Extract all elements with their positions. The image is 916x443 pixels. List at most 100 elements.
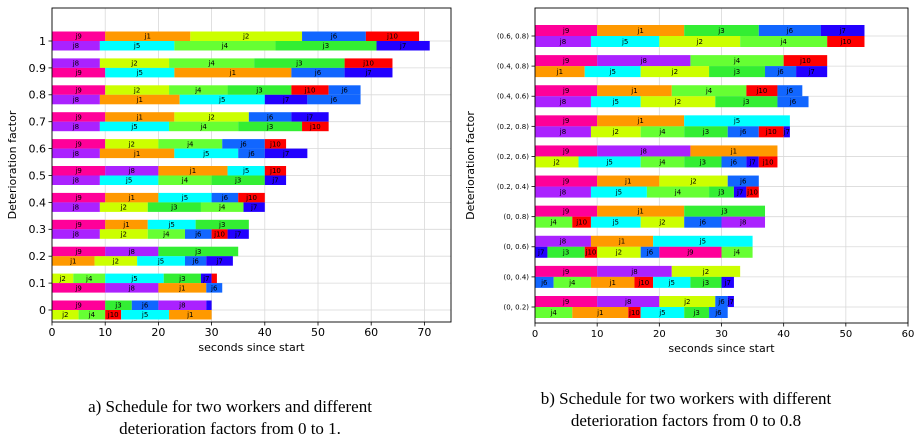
bar-j9	[535, 115, 598, 127]
bar-label-j6: j6	[330, 96, 338, 104]
bar-label-j4: j4	[85, 275, 93, 283]
bar-label-j8: j8	[72, 60, 79, 68]
bar-j1	[105, 219, 148, 230]
bar-label-j10: j10	[799, 57, 811, 65]
bar-label-j3: j3	[255, 86, 262, 94]
bar-j2	[99, 202, 148, 212]
bar-j6	[185, 229, 212, 239]
bar-j6	[709, 307, 728, 318]
y-tick-label: (0, 0.8)	[504, 213, 530, 221]
bar-j3	[227, 85, 292, 95]
bar-j6	[640, 246, 660, 258]
bar-j1	[158, 166, 228, 176]
bar-j3	[709, 186, 734, 198]
bar-j6	[248, 112, 292, 122]
bar-label-j1: j1	[136, 113, 143, 121]
bar-label-j4: j4	[549, 309, 557, 317]
y-tick-label: 0.4	[29, 196, 47, 209]
bar-j10	[783, 55, 828, 67]
bar-label-j8: j8	[72, 42, 79, 50]
bar-label-j3: j3	[218, 221, 225, 229]
bar-j10	[365, 31, 420, 41]
x-tick-label: 70	[417, 326, 431, 339]
bar-j5	[105, 273, 164, 284]
bar-j8	[535, 186, 591, 198]
x-tick-label: 0	[49, 326, 56, 339]
bar-label-j10: j10	[839, 38, 851, 46]
bar-j9	[52, 112, 106, 122]
bar-label-j2: j2	[702, 268, 709, 276]
bar-j8	[105, 166, 159, 176]
bar-j9	[535, 145, 598, 157]
bar-j5	[179, 94, 265, 105]
bar-j5	[158, 192, 212, 203]
bar-label-j1: j1	[630, 87, 637, 95]
bar-label-j6: j6	[540, 279, 548, 287]
bar-j2	[99, 58, 170, 68]
bar-label-j5: j5	[167, 221, 174, 229]
bar-j4	[740, 36, 828, 47]
bar-j10	[291, 85, 329, 95]
bar-j2	[174, 112, 249, 122]
bar-j8	[535, 235, 591, 247]
bar-j7	[727, 296, 734, 307]
bar-label-j5: j5	[668, 279, 675, 287]
bar-label-j7: j7	[839, 27, 846, 35]
bar-label-j1: j1	[178, 284, 185, 292]
bar-j2	[640, 216, 685, 228]
y-tick-label: 0.2	[29, 250, 47, 263]
bar-label-j4: j4	[779, 38, 787, 46]
bar-label-j5: j5	[130, 275, 137, 283]
bar-label-j6: j6	[314, 69, 322, 77]
bar-j5	[121, 310, 170, 320]
bar-label-j8: j8	[72, 150, 79, 158]
bar-j8	[52, 94, 100, 105]
bar-label-j9: j9	[562, 147, 569, 155]
bar-label-j10: j10	[213, 230, 225, 238]
bar-j1	[597, 85, 672, 97]
bar-j10	[572, 216, 591, 228]
bar-j5	[227, 166, 265, 176]
bar-j2	[640, 66, 710, 78]
bar-j3	[163, 273, 201, 284]
bar-j4	[535, 216, 573, 228]
bar-label-j9: j9	[562, 177, 569, 185]
bar-label-j10: j10	[637, 279, 649, 287]
bar-j7	[206, 256, 233, 266]
bar-j2	[597, 246, 641, 258]
bar-label-j10: j10	[765, 128, 777, 136]
bar-label-j8: j8	[624, 298, 631, 306]
bar-label-j1: j1	[636, 27, 643, 35]
bar-j3	[715, 96, 778, 108]
bar-label-j5: j5	[125, 177, 132, 185]
bar-label-j5: j5	[202, 150, 209, 158]
bar-j3	[158, 246, 239, 257]
bar-j10	[211, 229, 228, 239]
bar-label-j8: j8	[559, 38, 566, 46]
bar-label-j3: j3	[194, 248, 201, 256]
bar-label-j4: j4	[207, 60, 215, 68]
bar-j8	[52, 121, 100, 132]
bar-label-j1: j1	[186, 311, 193, 319]
bar-label-j1: j1	[556, 68, 563, 76]
bar-j2	[105, 85, 170, 95]
bar-j8	[597, 296, 660, 307]
bar-j2	[659, 296, 716, 307]
bar-j4	[721, 246, 753, 258]
bar-label-j7: j7	[215, 257, 222, 265]
bar-j5	[590, 96, 641, 108]
bar-j3	[684, 205, 766, 217]
bar-label-j3: j3	[720, 208, 727, 216]
bar-j4	[73, 273, 106, 284]
bar-j10	[628, 307, 641, 318]
y-tick-label: 0.6	[29, 142, 47, 155]
bar-label-j2: j2	[612, 128, 619, 136]
bar-label-j10: j10	[107, 311, 119, 319]
x-tick-label: 0	[532, 329, 538, 340]
bar-label-j2: j2	[696, 38, 703, 46]
y-tick-label: 0.8	[29, 89, 47, 102]
bar-j7	[721, 276, 734, 288]
bar-label-j7: j7	[202, 275, 209, 283]
y-tick-label: (0.2, 0.6)	[497, 153, 529, 161]
bar-label-j1: j1	[618, 238, 625, 246]
